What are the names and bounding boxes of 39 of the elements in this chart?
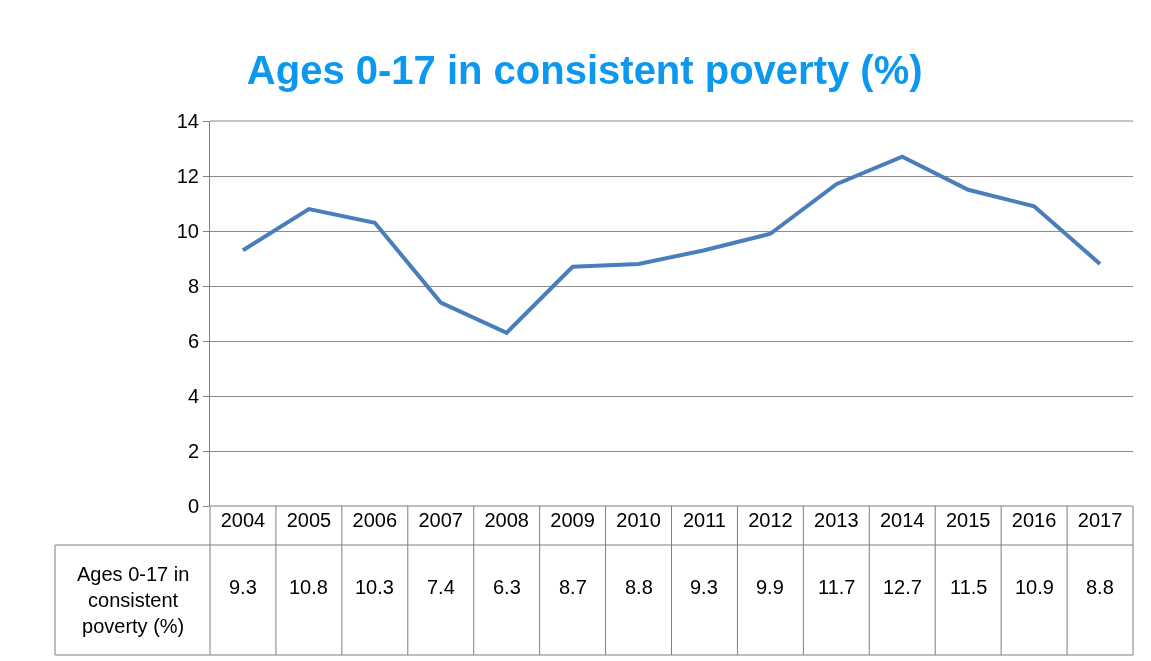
- data-label: 8.8: [1086, 576, 1114, 598]
- y-tick-label: 14: [176, 110, 199, 132]
- data-label: 10.9: [1015, 576, 1054, 598]
- x-tick-label: 2005: [286, 509, 332, 531]
- x-tick-label: 2004: [220, 509, 266, 531]
- x-tick-label: 2015: [945, 509, 991, 531]
- x-tick-label: 2012: [748, 509, 793, 531]
- data-label: 9.3: [690, 576, 718, 598]
- x-tick-label: 2007: [418, 509, 463, 531]
- y-tick-label: 12: [176, 165, 199, 187]
- data-label: 8.8: [625, 576, 653, 598]
- data-label: 7.4: [427, 576, 455, 598]
- y-tick-label: 2: [187, 440, 199, 462]
- y-tick-label: 6: [187, 330, 199, 352]
- data-label: 9.9: [756, 576, 784, 598]
- x-tick-label: 2017: [1077, 509, 1123, 531]
- chart-title: Ages 0-17 in consistent poverty (%): [246, 48, 923, 93]
- x-tick-label: 2014: [880, 509, 925, 531]
- y-tick-label: 8: [187, 275, 199, 297]
- data-label: 12.7: [883, 576, 922, 598]
- data-label: 8.7: [559, 576, 587, 598]
- x-tick-label: 2013: [814, 509, 859, 531]
- data-label: 10.3: [355, 576, 394, 598]
- x-tick-label: 2006: [352, 509, 398, 531]
- y-tick-label: 0: [187, 495, 199, 517]
- x-tick-label: 2010: [616, 509, 661, 531]
- y-tick-label: 10: [176, 220, 199, 242]
- data-label: 10.8: [289, 576, 328, 598]
- text: Ages 0-17 in consistent poverty (%): [77, 563, 190, 637]
- x-tick-label: 2016: [1011, 509, 1057, 531]
- data-label: 9.3: [229, 576, 257, 598]
- x-tick-label: 2008: [484, 509, 529, 531]
- x-tick-label: 2011: [682, 509, 726, 531]
- data-label: 11.7: [818, 576, 856, 598]
- x-tick-label: 2009: [550, 509, 595, 531]
- line-series: [240, 154, 1103, 335]
- y-tick-label: 4: [187, 385, 199, 407]
- data-label: 6.3: [493, 576, 521, 598]
- data-label: 11.5: [950, 576, 988, 598]
